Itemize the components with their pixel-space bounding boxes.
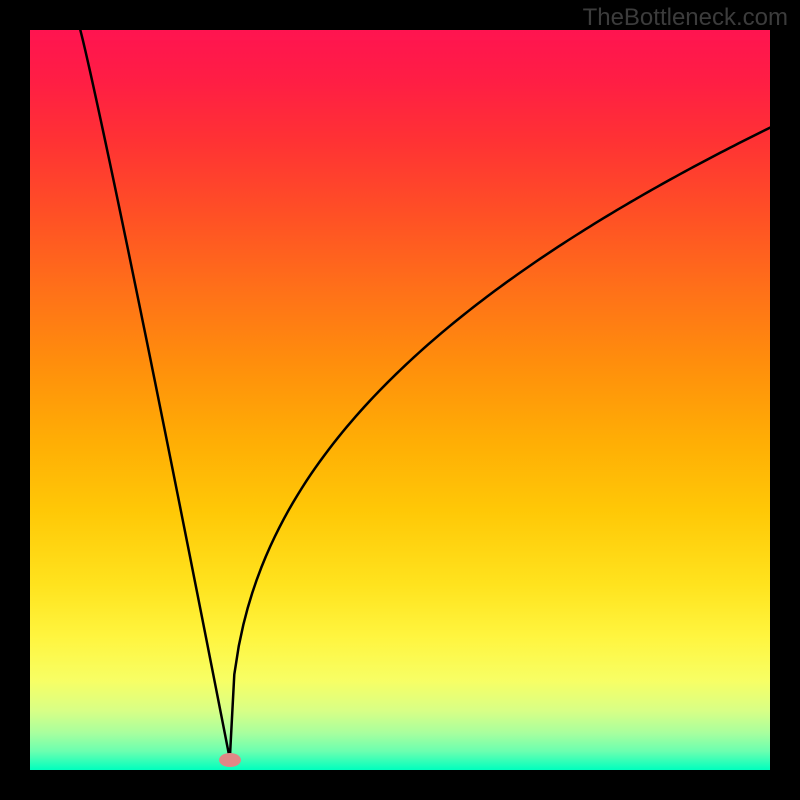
optimum-marker-icon [219, 753, 241, 767]
chart-container: TheBottleneck.com [0, 0, 800, 800]
bottleneck-curve [30, 30, 770, 770]
plot-area [30, 30, 770, 770]
curve-path [80, 30, 770, 759]
watermark-label: TheBottleneck.com [583, 4, 788, 32]
